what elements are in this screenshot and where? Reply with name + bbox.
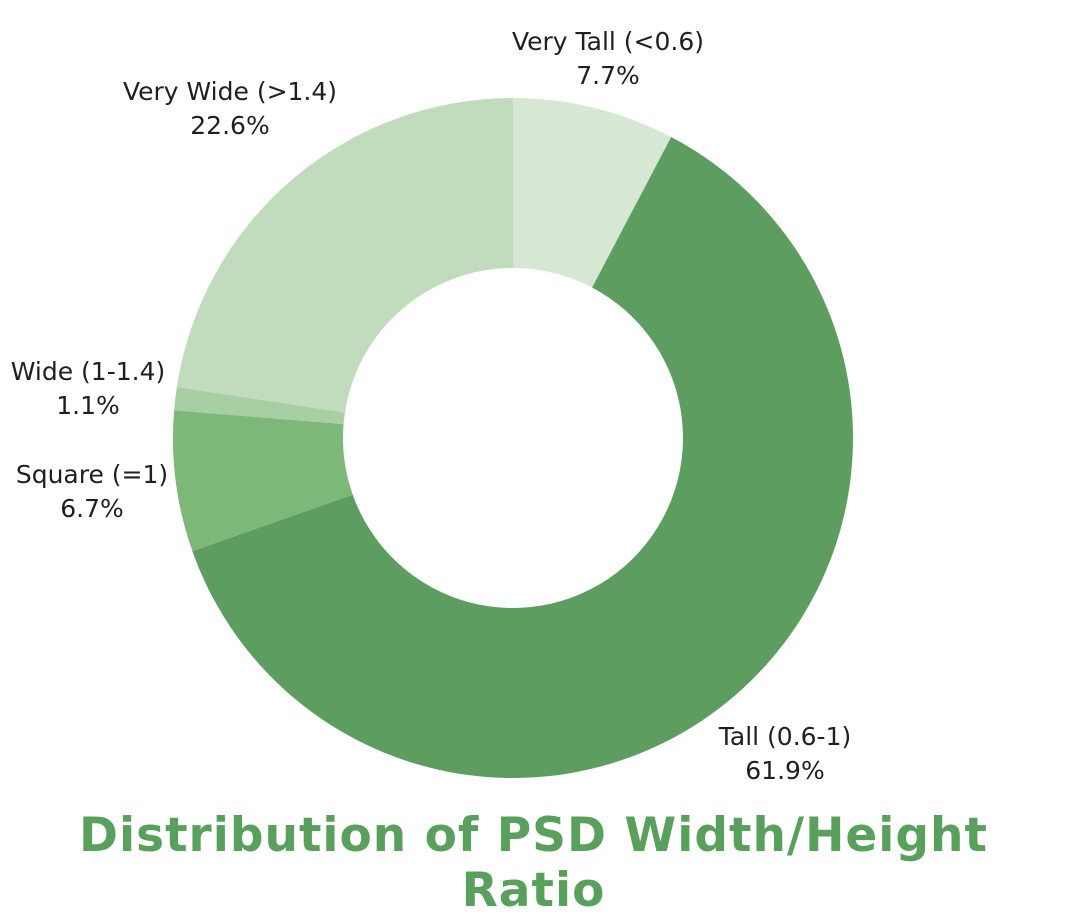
pie-slice xyxy=(173,410,353,552)
chart-title: Distribution of PSD Width/Height Ratio xyxy=(78,808,988,918)
slice-category-label: Very Tall (<0.6) xyxy=(512,27,704,56)
slice-category-label: Square (=1) xyxy=(16,460,168,489)
slice-category-label: Wide (1-1.4) xyxy=(11,357,166,386)
slice-value-label: 6.7% xyxy=(60,494,124,523)
pie-slice xyxy=(174,386,345,425)
slice-label-group: Very Wide (>1.4) 22.6% xyxy=(123,77,337,140)
pie-slice xyxy=(192,137,853,778)
donut-chart-svg: Very Tall (<0.6) 7.7% Tall (0.6-1) 61.9% Squ… xyxy=(11,27,853,785)
labels-layer: Very Tall (<0.6) 7.7% Tall (0.6-1) 61.9% Squ… xyxy=(11,27,852,785)
slice-category-label: Very Wide (>1.4) xyxy=(123,77,337,106)
slice-label-group: Square (=1) 6.7% xyxy=(16,460,168,523)
slice-value-label: 7.7% xyxy=(576,61,640,90)
pie-slice xyxy=(176,98,514,413)
slice-category-label: Tall (0.6-1) xyxy=(718,722,851,751)
slice-value-label: 22.6% xyxy=(190,111,269,140)
slice-label-group: Tall (0.6-1) 61.9% xyxy=(718,722,851,785)
slice-value-label: 61.9% xyxy=(745,756,824,785)
pie-slice xyxy=(513,98,672,288)
slice-value-label: 1.1% xyxy=(56,391,120,420)
slices-layer xyxy=(173,98,853,778)
slice-label-group: Wide (1-1.4) 1.1% xyxy=(11,357,166,420)
slice-label-group: Very Tall (<0.6) 7.7% xyxy=(512,27,704,90)
